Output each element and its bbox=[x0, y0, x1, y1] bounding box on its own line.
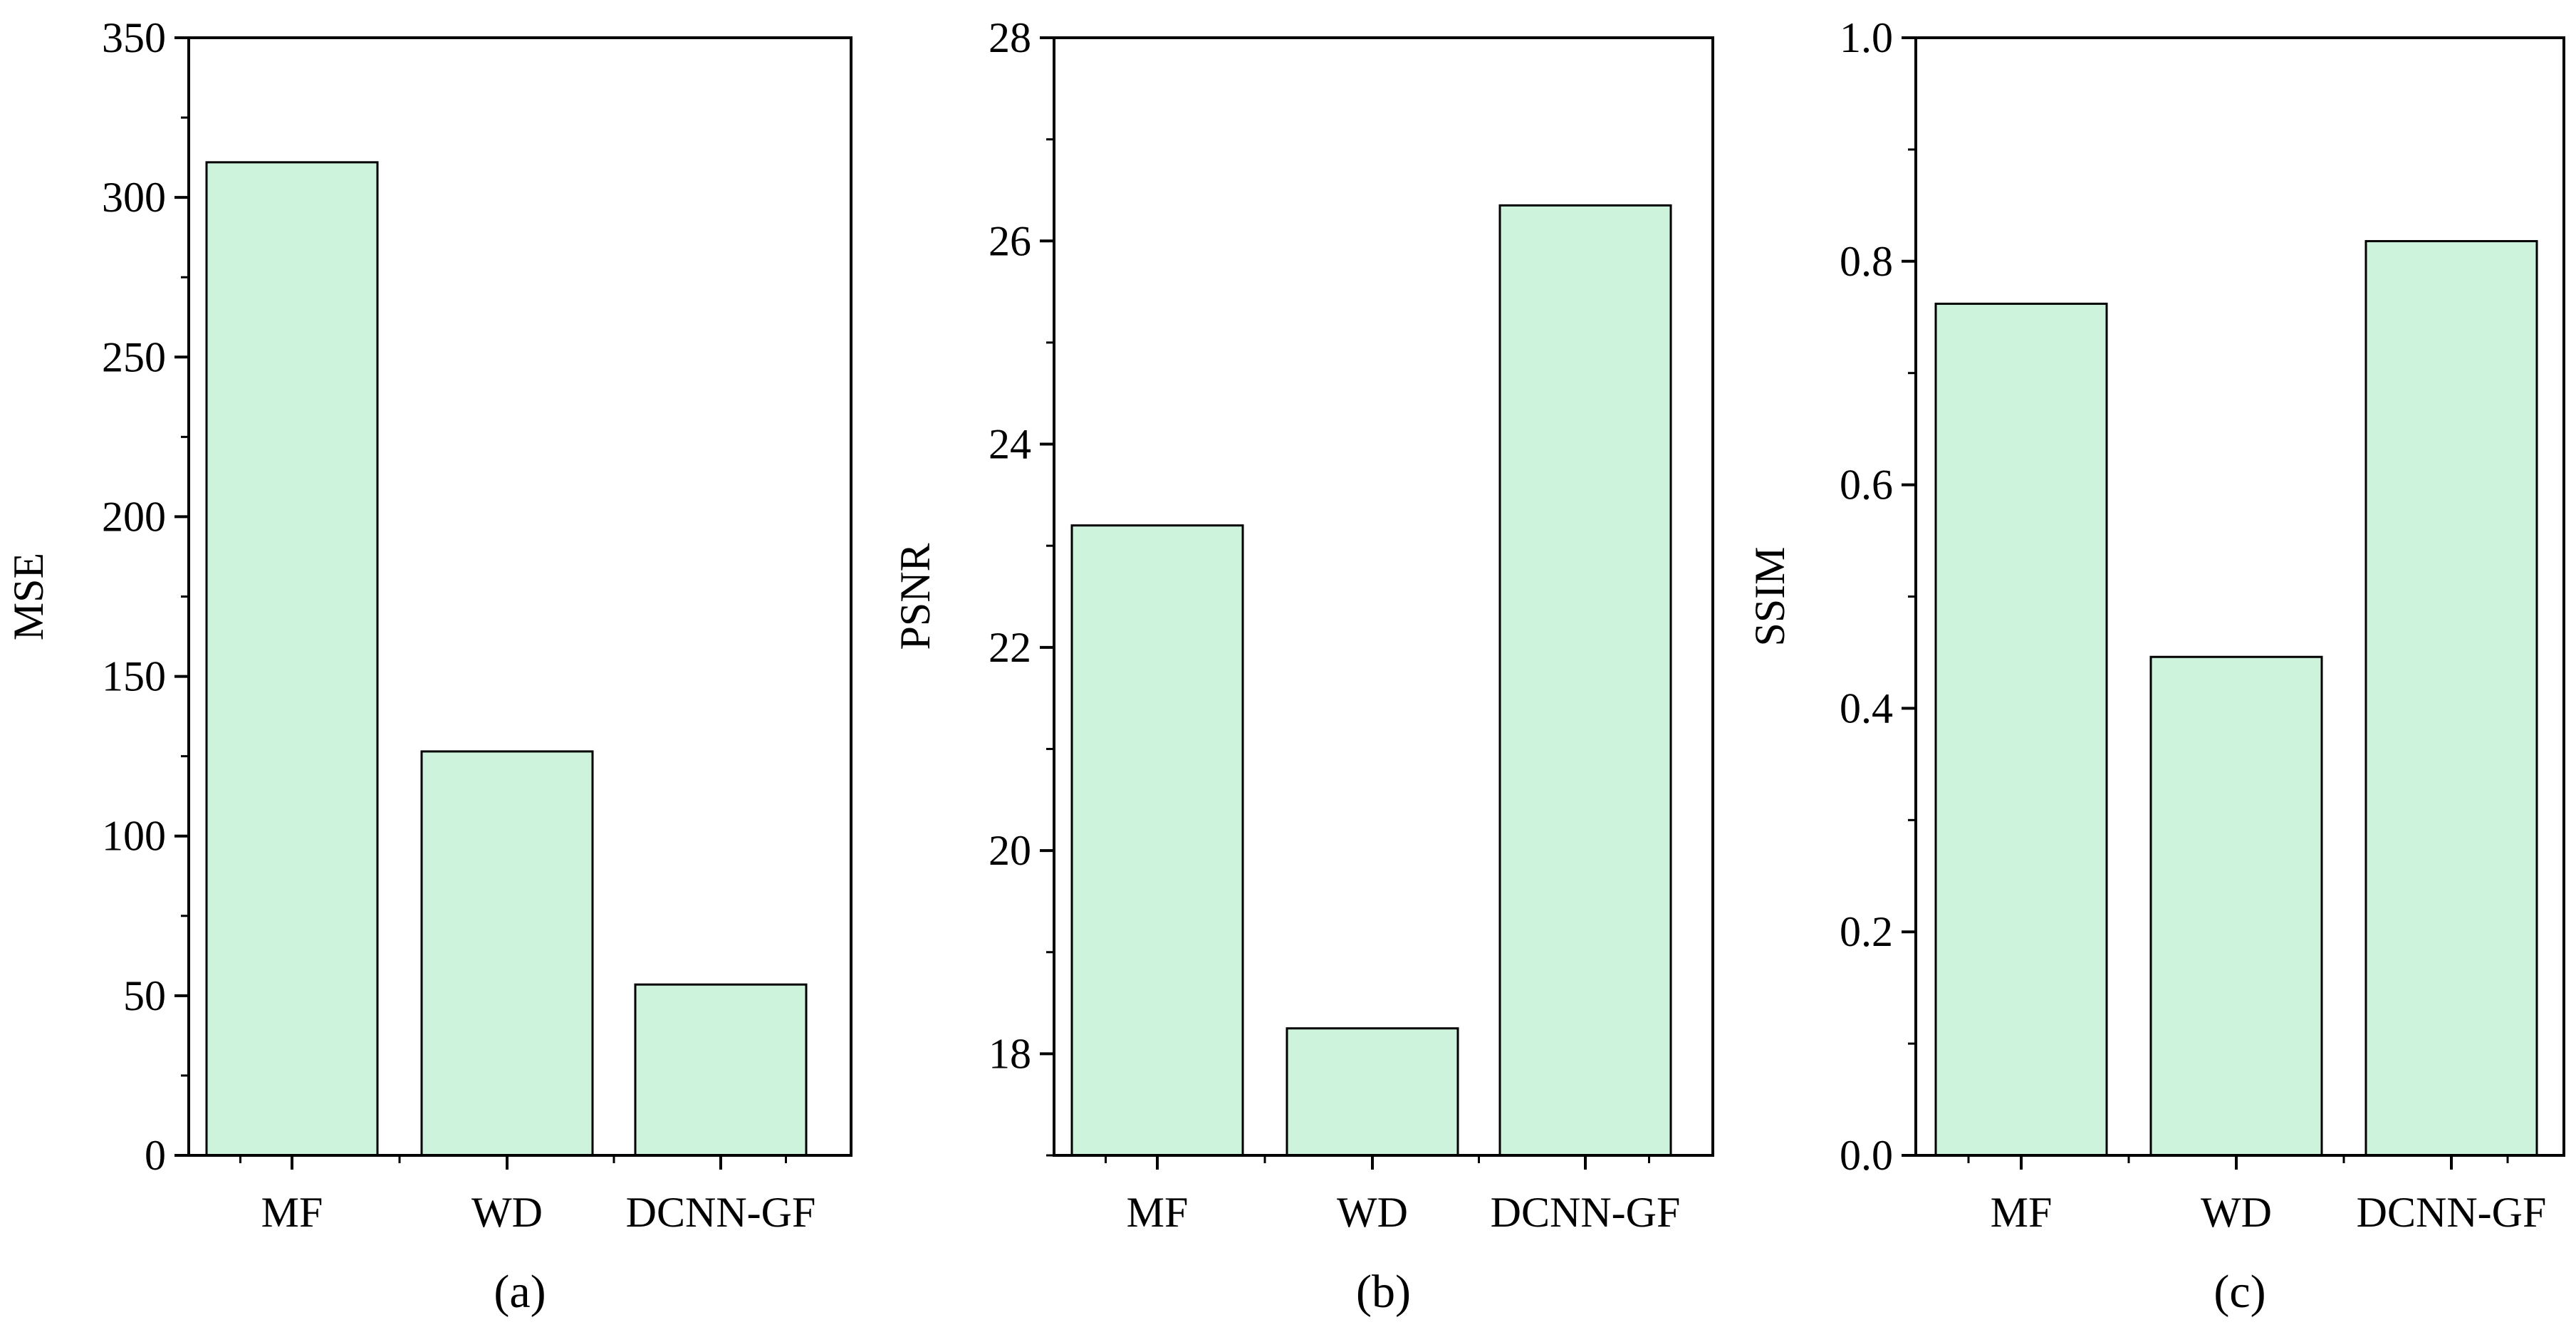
bar-dcnn-gf bbox=[634, 983, 808, 1157]
panel-label: (c) bbox=[2213, 1266, 2265, 1318]
y-axis-label: MSE bbox=[5, 553, 52, 640]
y-tick-label: 20 bbox=[989, 827, 1031, 874]
x-tick-label-wd: WD bbox=[2201, 1189, 2272, 1236]
y-tick-label: 0.0 bbox=[1840, 1132, 1893, 1179]
y-tick-label: 0.2 bbox=[1840, 908, 1893, 955]
y-tick-label: 100 bbox=[102, 813, 166, 860]
bar-mf bbox=[1934, 302, 2108, 1157]
panel-label: (b) bbox=[1356, 1266, 1411, 1318]
y-tick-label: 50 bbox=[123, 972, 166, 1019]
bar-mf bbox=[205, 161, 379, 1157]
bar-wd bbox=[1286, 1027, 1459, 1157]
y-tick-label: 1.0 bbox=[1840, 14, 1893, 61]
y-axis-label: PSNR bbox=[892, 543, 939, 650]
chart-panel-2: 18 20 22 24 26 28 MF WD DCNN-GF PSNR (b) bbox=[892, 14, 1714, 1318]
y-tick-label: 26 bbox=[989, 217, 1031, 264]
y-tick-label: 350 bbox=[102, 14, 166, 61]
y-tick-label: 200 bbox=[102, 493, 166, 540]
x-tick-label-mf: MF bbox=[1127, 1189, 1189, 1236]
bar-dcnn-gf bbox=[2364, 240, 2538, 1157]
y-tick-label: 250 bbox=[102, 333, 166, 380]
x-tick-label-dcnn-gf: DCNN-GF bbox=[1491, 1189, 1681, 1236]
chart-panel-1: 0 50 100 150 200 250 300 350 MF WD DCNN-GF MSE (a) bbox=[5, 14, 852, 1318]
bar-mf bbox=[1070, 524, 1244, 1157]
y-tick-label: 18 bbox=[989, 1030, 1031, 1077]
x-tick-label-wd: WD bbox=[1337, 1189, 1408, 1236]
x-tick-label-mf: MF bbox=[261, 1189, 323, 1236]
chart-panel-3: 0.0 0.2 0.4 0.6 0.8 1.0 MF WD DCNN-GF SSIM (c) bbox=[1746, 14, 2565, 1318]
y-tick-label: 28 bbox=[989, 14, 1031, 61]
x-tick-label-wd: WD bbox=[471, 1189, 543, 1236]
y-tick-label: 300 bbox=[102, 174, 166, 221]
y-tick-label: 0 bbox=[145, 1132, 166, 1179]
bar-wd bbox=[420, 750, 594, 1157]
bar-dcnn-gf bbox=[1498, 204, 1672, 1157]
y-tick-label: 0.8 bbox=[1840, 238, 1893, 285]
y-axis-label: SSIM bbox=[1746, 546, 1793, 646]
y-tick-label: 24 bbox=[989, 421, 1031, 468]
y-tick-label: 150 bbox=[102, 653, 166, 700]
x-tick-label-dcnn-gf: DCNN-GF bbox=[626, 1189, 816, 1236]
y-tick-label: 0.4 bbox=[1840, 685, 1893, 732]
y-tick-label: 0.6 bbox=[1840, 462, 1893, 509]
x-tick-label-dcnn-gf: DCNN-GF bbox=[2357, 1189, 2547, 1236]
y-tick-label: 22 bbox=[989, 624, 1031, 671]
axis-frame bbox=[1053, 36, 1714, 1157]
panel-label: (a) bbox=[494, 1266, 546, 1318]
x-tick-label-mf: MF bbox=[1991, 1189, 2053, 1236]
bar-wd bbox=[2149, 655, 2323, 1157]
